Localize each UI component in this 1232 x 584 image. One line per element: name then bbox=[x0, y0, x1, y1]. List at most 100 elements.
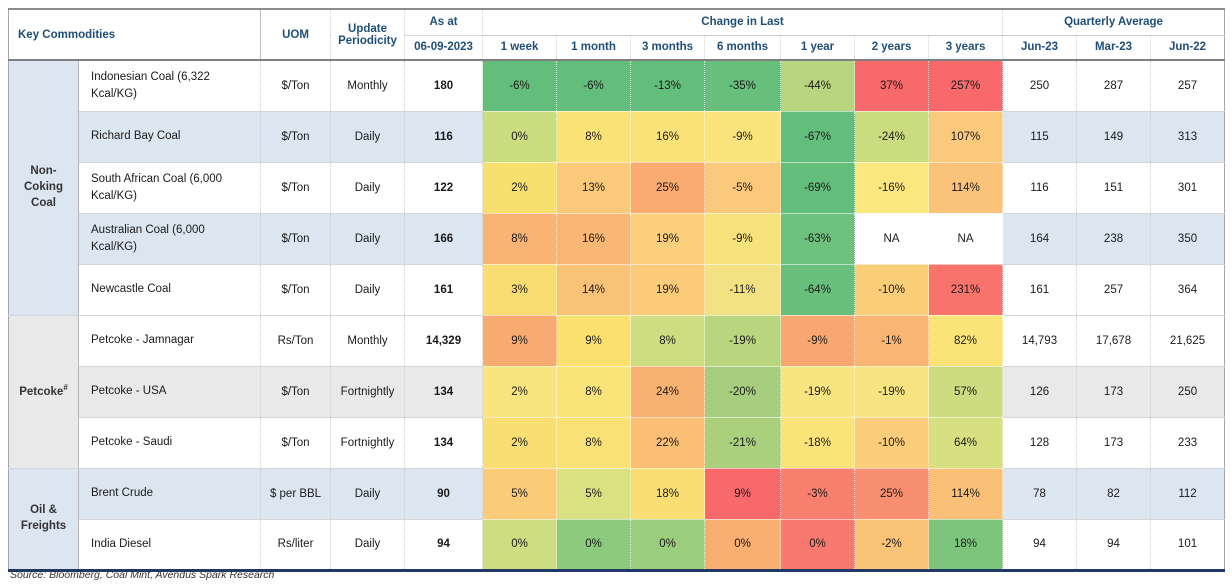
change-3-years: 114% bbox=[928, 162, 1004, 214]
change-1-year: -69% bbox=[780, 162, 856, 214]
col-header-quarterly-average: Quarterly Average bbox=[1002, 9, 1226, 36]
change-2-years: -10% bbox=[854, 264, 930, 316]
change-6-months: -9% bbox=[704, 213, 782, 265]
change-2-years: 37% bbox=[854, 60, 930, 112]
quarterly-jun-23: 116 bbox=[1002, 162, 1078, 214]
col-header-1-month: 1 month bbox=[556, 35, 632, 61]
uom-value: $/Ton bbox=[260, 366, 332, 418]
quarterly-jun-22: 101 bbox=[1150, 519, 1226, 571]
change-3-years: 57% bbox=[928, 366, 1004, 418]
uom-value: Rs/liter bbox=[260, 519, 332, 571]
col-header-6-months: 6 months bbox=[704, 35, 782, 61]
col-header-3-years: 3 years bbox=[928, 35, 1004, 61]
quarterly-jun-22: 350 bbox=[1150, 213, 1226, 265]
quarterly-mar-23: 82 bbox=[1076, 467, 1152, 520]
uom-value: $/Ton bbox=[260, 417, 332, 469]
quarterly-jun-22: 301 bbox=[1150, 162, 1226, 214]
commodity-name: Richard Bay Coal bbox=[78, 111, 262, 163]
periodicity-value: Daily bbox=[330, 264, 406, 316]
quarterly-mar-23: 17,678 bbox=[1076, 314, 1152, 367]
commodity-name: Indonesian Coal (6,322 Kcal/KG) bbox=[78, 60, 262, 112]
change-6-months: -5% bbox=[704, 162, 782, 214]
change-3-years: 257% bbox=[928, 60, 1004, 112]
periodicity-value: Daily bbox=[330, 162, 406, 214]
table-row: Oil & Freights Brent Crude $ per BBL Daily 9… bbox=[8, 467, 1226, 571]
change-6-months: -21% bbox=[704, 417, 782, 469]
change-1-week: 8% bbox=[482, 213, 558, 265]
commodity-name: Australian Coal (6,000 Kcal/KG) bbox=[78, 213, 262, 265]
uom-value: $/Ton bbox=[260, 213, 332, 265]
change-2-years: -10% bbox=[854, 417, 930, 469]
group-label-non-coking-coal: Non-Coking Coal bbox=[8, 60, 79, 316]
table-header: Key Commodities UOM Update Periodicity A… bbox=[8, 9, 1226, 61]
col-header-1-year: 1 year bbox=[780, 35, 856, 61]
as-at-value: 134 bbox=[404, 417, 484, 469]
change-3-months: 22% bbox=[630, 417, 706, 469]
col-header-jun-23: Jun-23 bbox=[1002, 35, 1078, 61]
col-header-uom: UOM bbox=[260, 9, 332, 61]
change-1-year: -18% bbox=[780, 417, 856, 469]
as-at-value: 14,329 bbox=[404, 314, 484, 367]
uom-value: $/Ton bbox=[260, 60, 332, 112]
change-1-week: 3% bbox=[482, 264, 558, 316]
as-at-value: 166 bbox=[404, 213, 484, 265]
as-at-value: 122 bbox=[404, 162, 484, 214]
change-1-year: -67% bbox=[780, 111, 856, 163]
table-body: Non-Coking Coal Indonesian Coal (6,322 Kc… bbox=[8, 60, 1226, 571]
change-1-week: 0% bbox=[482, 111, 558, 163]
quarterly-jun-23: 115 bbox=[1002, 111, 1078, 163]
change-1-year: -3% bbox=[780, 467, 856, 520]
col-header-3-months: 3 months bbox=[630, 35, 706, 61]
change-2-years: -16% bbox=[854, 162, 930, 214]
change-2-years: -1% bbox=[854, 314, 930, 367]
commodities-heatmap-table-container: Key Commodities UOM Update Periodicity A… bbox=[8, 8, 1226, 572]
change-3-years: 107% bbox=[928, 111, 1004, 163]
quarterly-jun-23: 126 bbox=[1002, 366, 1078, 418]
periodicity-value: Fortnightly bbox=[330, 417, 406, 469]
change-1-year: 0% bbox=[780, 519, 856, 571]
col-header-as-at-date: 06-09-2023 bbox=[404, 35, 484, 61]
change-6-months: -19% bbox=[704, 314, 782, 367]
periodicity-value: Daily bbox=[330, 519, 406, 571]
change-1-year: -63% bbox=[780, 213, 856, 265]
commodities-table: Key Commodities UOM Update Periodicity A… bbox=[8, 8, 1226, 572]
change-1-week: 2% bbox=[482, 366, 558, 418]
quarterly-jun-22: 250 bbox=[1150, 366, 1226, 418]
quarterly-jun-22: 313 bbox=[1150, 111, 1226, 163]
change-1-month: 5% bbox=[556, 467, 632, 520]
change-1-month: 8% bbox=[556, 366, 632, 418]
commodity-name: Petcoke - Saudi bbox=[78, 417, 262, 469]
periodicity-value: Fortnightly bbox=[330, 366, 406, 418]
change-3-months: 19% bbox=[630, 264, 706, 316]
change-1-month: 9% bbox=[556, 314, 632, 367]
header-row-1: Key Commodities UOM Update Periodicity A… bbox=[8, 9, 1226, 61]
quarterly-mar-23: 173 bbox=[1076, 366, 1152, 418]
change-3-months: 16% bbox=[630, 111, 706, 163]
change-1-week: 5% bbox=[482, 467, 558, 520]
commodity-name: Petcoke - USA bbox=[78, 366, 262, 418]
change-6-months: 0% bbox=[704, 519, 782, 571]
quarterly-jun-22: 257 bbox=[1150, 60, 1226, 112]
quarterly-mar-23: 238 bbox=[1076, 213, 1152, 265]
uom-value: $/Ton bbox=[260, 162, 332, 214]
table-row: Non-Coking Coal Indonesian Coal (6,322 Kc… bbox=[8, 60, 1226, 316]
group-label-oil-freights: Oil & Freights bbox=[8, 467, 79, 571]
change-6-months: -20% bbox=[704, 366, 782, 418]
change-2-years: -24% bbox=[854, 111, 930, 163]
uom-value: Rs/Ton bbox=[260, 314, 332, 367]
change-6-months: 9% bbox=[704, 467, 782, 520]
source-note: Source: Bloomberg, Coal Mint, Avendus Sp… bbox=[10, 569, 275, 581]
table-row: India Diesel Rs/liter Daily 94 0% 0% 0% 0% 0% -2%… bbox=[9, 519, 1226, 571]
as-at-value: 116 bbox=[404, 111, 484, 163]
change-1-month: 8% bbox=[556, 111, 632, 163]
quarterly-jun-22: 112 bbox=[1150, 467, 1226, 520]
uom-value: $/Ton bbox=[260, 264, 332, 316]
change-6-months: -9% bbox=[704, 111, 782, 163]
change-1-week: 2% bbox=[482, 162, 558, 214]
change-1-month: 8% bbox=[556, 417, 632, 469]
quarterly-mar-23: 173 bbox=[1076, 417, 1152, 469]
change-3-months: 8% bbox=[630, 314, 706, 367]
change-1-month: 16% bbox=[556, 213, 632, 265]
table-row: South African Coal (6,000 Kcal/KG) $/Ton D… bbox=[9, 162, 1226, 214]
quarterly-jun-23: 128 bbox=[1002, 417, 1078, 469]
